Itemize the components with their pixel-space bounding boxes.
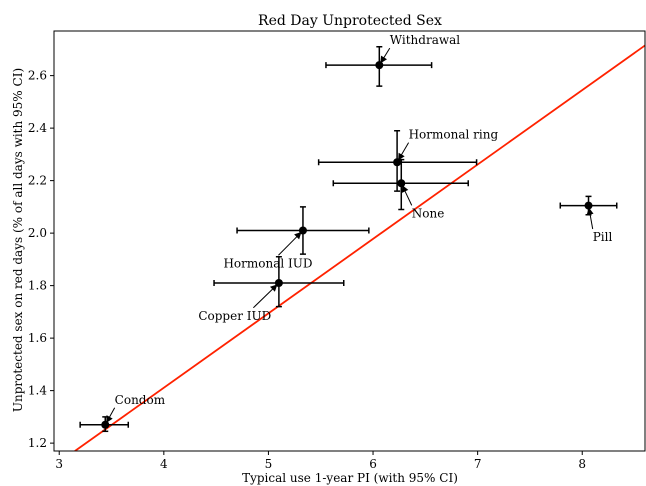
annotation-label-hormonal-iud: Hormonal IUD <box>223 256 312 270</box>
annotation-label-none: None <box>412 206 445 220</box>
annotation-label-condom: Condom <box>115 393 166 407</box>
data-point-none <box>397 179 406 188</box>
annotation-arrowhead-hormonal-ring <box>398 152 405 161</box>
data-point-withdrawal <box>375 61 384 70</box>
x-tick-label: 3 <box>55 457 63 471</box>
x-tick-label: 6 <box>369 457 377 471</box>
x-tick-label: 8 <box>578 457 586 471</box>
y-tick-label: 2.4 <box>28 121 47 135</box>
y-axis-label: Unprotected sex on red days (% of all da… <box>11 68 25 412</box>
annotation-label-hormonal-ring: Hormonal ring <box>409 128 499 142</box>
y-tick-label: 1.4 <box>28 384 47 398</box>
y-tick-label: 1.6 <box>28 331 47 345</box>
annotation-label-withdrawal: Withdrawal <box>390 33 461 47</box>
annotation-arrowhead-copper-iud <box>269 284 278 292</box>
axis-ticks: 3 4 5 6 7 8 1.2 1.4 1.6 1.8 2.0 2.2 2.4 2.6 <box>28 69 586 471</box>
x-axis-label: Typical use 1-year PI (with 95% CI) <box>242 471 458 485</box>
fit-line <box>74 44 645 451</box>
annotation-arrowhead-condom <box>106 415 113 424</box>
data-point-pill <box>584 201 593 210</box>
annotation-arrowhead-pill <box>586 207 594 216</box>
chart-title: Red Day Unprotected Sex <box>258 13 442 29</box>
x-tick-label: 7 <box>474 457 482 471</box>
annotation-arrowhead-hormonal-iud <box>294 231 302 240</box>
annotation-arrowhead-none <box>401 185 409 193</box>
annotation-label-copper-iud: Copper IUD <box>198 309 271 323</box>
y-tick-label: 2.6 <box>28 69 47 83</box>
plot-content <box>74 44 645 451</box>
plot-frame <box>53 30 646 452</box>
y-tick-label: 1.8 <box>28 279 47 293</box>
plot-area: Condom Copper IUD Hormonal IUD Hormonal rin… <box>74 33 645 451</box>
annotation-arrowhead-withdrawal <box>380 55 388 64</box>
x-tick-label: 5 <box>265 457 273 471</box>
y-tick-label: 2.2 <box>28 174 47 188</box>
x-tick-label: 4 <box>160 457 168 471</box>
data-point-condom <box>101 420 110 429</box>
y-tick-label: 1.2 <box>28 436 47 450</box>
annotation-label-pill: Pill <box>593 230 613 244</box>
y-tick-label: 2.0 <box>28 226 47 240</box>
